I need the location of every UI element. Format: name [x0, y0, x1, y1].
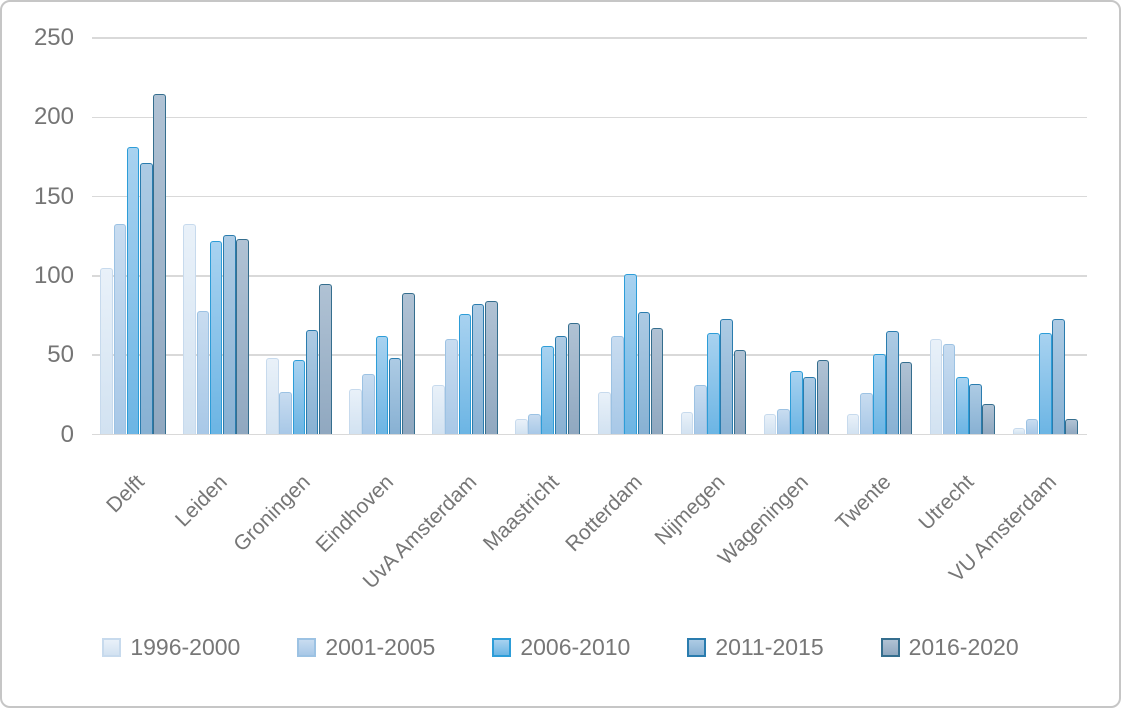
bar-rotterdam-2001-2005: [611, 336, 624, 435]
legend-label: 2011-2015: [715, 634, 824, 660]
bar-groningen-2006-2010: [292, 359, 306, 435]
y-tick-label: 250: [33, 24, 74, 51]
y-tick-label: 100: [33, 261, 74, 289]
bar-utrecht-2006-2010: [956, 377, 969, 435]
bar-groningen-2011-2015: [305, 329, 319, 435]
bar-maastricht-2006-2010: [541, 345, 555, 435]
legend-item-2001-2005: 2001-2005: [297, 634, 435, 661]
bar-utrecht-2011-2015: [969, 383, 982, 435]
bar-maastricht-1996-2000: [515, 418, 528, 435]
bar-delft-2006-2010: [126, 147, 140, 435]
legend-item-2006-2010: 2006-2010: [492, 634, 630, 661]
bar-twente-1996-2000: [846, 413, 860, 435]
gridline-100: [92, 275, 1087, 277]
legend-swatch-icon: [492, 638, 512, 657]
bar-groningen-2016-2020: [319, 283, 332, 435]
bar-vu-amsterdam-1996-2000: [1012, 428, 1026, 435]
bar-twente-2011-2015: [886, 331, 899, 435]
bar-wageningen-2001-2005: [776, 409, 790, 435]
y-tick-label: 150: [33, 182, 74, 210]
legend-swatch-icon: [687, 638, 707, 657]
bar-eindhoven-2001-2005: [362, 374, 375, 435]
gridline-200: [92, 116, 1087, 119]
bar-twente-2016-2020: [899, 361, 913, 435]
legend: 1996-2000 2001-2005 2006-2010 2011-2015 2016…: [2, 634, 1119, 661]
bar-leiden-1996-2000: [183, 223, 196, 435]
bar-maastricht-2011-2015: [554, 336, 568, 435]
y-tick-label: 50: [47, 341, 74, 369]
bar-nijmegen-2016-2020: [733, 350, 747, 435]
bar-uva-amsterdam-2016-2020: [484, 301, 498, 435]
legend-item-2016-2020: 2016-2020: [880, 634, 1019, 661]
legend-item-2011-2015: 2011-2015: [687, 634, 824, 661]
bar-eindhoven-2006-2010: [375, 336, 389, 435]
bar-nijmegen-2001-2005: [694, 385, 707, 435]
bar-groningen-2001-2005: [279, 391, 293, 435]
gridline-250: [92, 37, 1087, 39]
bar-leiden-2006-2010: [209, 241, 223, 435]
gridline-50: [92, 354, 1087, 356]
bar-nijmegen-2006-2010: [707, 332, 720, 435]
bar-maastricht-2001-2005: [528, 413, 541, 435]
legend-swatch-icon: [102, 638, 122, 657]
y-tick-label: 0: [60, 420, 74, 448]
bar-vu-amsterdam-2016-2020: [1065, 418, 1078, 435]
bar-wageningen-1996-2000: [763, 413, 777, 435]
bar-utrecht-2001-2005: [942, 344, 956, 435]
bar-delft-2011-2015: [140, 163, 153, 435]
bar-uva-amsterdam-2001-2005: [445, 339, 458, 435]
legend-label: 2001-2005: [325, 634, 436, 660]
bar-wageningen-2006-2010: [790, 371, 803, 435]
bar-uva-amsterdam-2006-2010: [458, 313, 472, 435]
legend-swatch-icon: [297, 638, 317, 657]
bar-delft-1996-2000: [100, 267, 114, 435]
bar-nijmegen-2011-2015: [720, 318, 734, 435]
bar-twente-2006-2010: [873, 353, 886, 435]
bar-rotterdam-2011-2015: [637, 312, 651, 435]
bar-leiden-2001-2005: [196, 310, 210, 435]
bar-eindhoven-2016-2020: [402, 293, 415, 435]
bar-utrecht-2016-2020: [982, 404, 996, 435]
legend-label: 2006-2010: [520, 634, 631, 660]
legend-swatch-icon: [880, 638, 900, 657]
bar-delft-2016-2020: [153, 93, 166, 435]
bar-leiden-2016-2020: [236, 239, 249, 435]
bar-utrecht-1996-2000: [929, 339, 943, 435]
bar-delft-2001-2005: [113, 223, 127, 435]
bar-groningen-1996-2000: [266, 358, 279, 435]
bar-uva-amsterdam-1996-2000: [432, 385, 445, 435]
legend-label: 2016-2020: [908, 634, 1019, 660]
bar-vu-amsterdam-2011-2015: [1052, 318, 1065, 435]
legend-item-1996-2000: 1996-2000: [102, 634, 240, 661]
bar-nijmegen-1996-2000: [680, 412, 694, 435]
bar-uva-amsterdam-2011-2015: [471, 304, 485, 435]
bar-rotterdam-2016-2020: [650, 328, 664, 435]
bar-vu-amsterdam-2001-2005: [1025, 418, 1039, 435]
gridline-150: [92, 195, 1087, 198]
bar-eindhoven-2011-2015: [388, 358, 402, 435]
bar-eindhoven-1996-2000: [349, 388, 362, 435]
bar-rotterdam-1996-2000: [597, 391, 611, 435]
y-tick-label: 200: [33, 103, 74, 131]
bar-rotterdam-2006-2010: [624, 274, 637, 435]
bar-wageningen-2011-2015: [803, 377, 816, 435]
bar-maastricht-2016-2020: [567, 323, 581, 435]
gridline-0: [92, 433, 1087, 436]
bar-leiden-2011-2015: [222, 234, 236, 435]
legend-label: 1996-2000: [130, 634, 241, 660]
bar-wageningen-2016-2020: [816, 359, 830, 435]
bar-twente-2001-2005: [859, 393, 873, 435]
bar-vu-amsterdam-2006-2010: [1038, 332, 1052, 435]
